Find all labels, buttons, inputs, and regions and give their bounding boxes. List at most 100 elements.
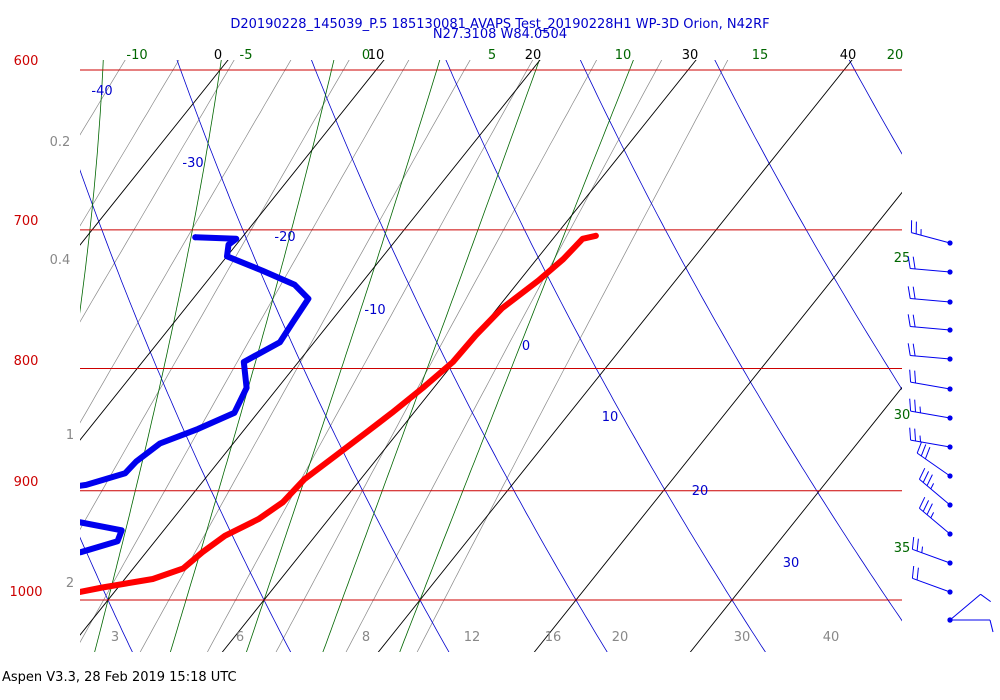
isotherm-top-label: 10 xyxy=(368,48,385,63)
wind-barb xyxy=(918,467,953,508)
mixing-ratio-line xyxy=(0,0,11,660)
mixing-ratio-label: 0.4 xyxy=(50,253,71,268)
moist-adiabat-top-label: 15 xyxy=(752,48,769,63)
temperature-profile-line xyxy=(80,232,599,595)
dry-adiabat-line xyxy=(80,536,133,652)
dry-adiabat-label: 20 xyxy=(692,484,709,499)
moist-adiabat-right-label: 25 xyxy=(894,251,911,266)
mixing-ratio-bottom-label: 3 xyxy=(111,630,119,645)
wind-barb xyxy=(911,565,953,595)
isotherm-line xyxy=(80,60,385,441)
pressure-tick-label: 1000 xyxy=(9,585,42,600)
moist-adiabat-top-label: 0 xyxy=(362,48,370,63)
isotherm-top-label: 40 xyxy=(840,48,857,63)
wind-barb xyxy=(909,398,953,421)
isotherm-line xyxy=(533,191,902,652)
mixing-ratio-bottom-label: 20 xyxy=(612,630,629,645)
dry-adiabat-label: -40 xyxy=(91,84,112,99)
dry-adiabat-label: 30 xyxy=(783,556,800,571)
dry-adiabat-line xyxy=(714,60,902,391)
dry-adiabat-label: 10 xyxy=(602,410,619,425)
wind-barb xyxy=(911,536,953,566)
mixing-ratio-line xyxy=(416,60,729,652)
dewpoint-top-point xyxy=(192,234,199,241)
mixing-ratio-line xyxy=(80,60,235,323)
wind-barb xyxy=(909,369,953,392)
mixing-ratio-bottom-label: 8 xyxy=(362,630,370,645)
isotherm-line xyxy=(689,386,902,652)
mixing-ratio-bottom-label: 40 xyxy=(823,630,840,645)
sounding-profiles xyxy=(80,232,599,595)
pressure-tick-label: 800 xyxy=(14,354,39,369)
footer-version: Aspen V3.3, 28 Feb 2019 15:18 UTC xyxy=(2,670,237,685)
grid-lines xyxy=(0,0,1000,660)
wind-barbs xyxy=(907,220,994,633)
isotherm-top-label: 30 xyxy=(682,48,699,63)
moist-adiabat-line xyxy=(322,60,540,652)
mixing-ratio-line xyxy=(207,60,534,652)
moist-adiabat-top-label: -10 xyxy=(126,48,147,63)
pressure-tick-label: 900 xyxy=(14,475,39,490)
moist-adiabat-line xyxy=(399,60,634,652)
dry-adiabat-line xyxy=(80,169,292,652)
dry-adiabat-line xyxy=(311,60,608,652)
moist-adiabat-top-label: 5 xyxy=(488,48,496,63)
wind-barb xyxy=(909,427,953,450)
moist-adiabat-top-label: -5 xyxy=(240,48,253,63)
wind-barb xyxy=(947,617,994,633)
moist-adiabat-right-label: 30 xyxy=(894,408,911,423)
dry-adiabat-label: -20 xyxy=(274,230,295,245)
isotherm-top-label: 0 xyxy=(214,48,222,63)
mixing-ratio-line xyxy=(345,60,663,652)
wind-barb xyxy=(918,496,953,537)
isotherm-line xyxy=(80,60,229,246)
dry-adiabat-line xyxy=(445,60,766,652)
mixing-ratio-label: 1 xyxy=(66,428,74,443)
mixing-ratio-line xyxy=(80,60,126,136)
dry-adiabat-line xyxy=(949,0,1000,660)
mixing-ratio-line xyxy=(80,60,350,531)
moist-adiabat-line xyxy=(169,60,335,652)
pressure-tick-label: 600 xyxy=(14,54,39,69)
moist-adiabat-line xyxy=(246,60,441,652)
moist-adiabat-right-label: 35 xyxy=(894,541,911,556)
wind-barb xyxy=(916,441,953,479)
mixing-ratio-line xyxy=(80,60,410,644)
wind-barb xyxy=(907,314,953,333)
dry-adiabat-label: 0 xyxy=(522,339,530,354)
mixing-ratio-line xyxy=(80,60,292,424)
moist-adiabat-top-label: 20 xyxy=(887,48,904,63)
dry-adiabat-line xyxy=(579,60,902,622)
pressure-tick-label: 700 xyxy=(14,214,39,229)
mixing-ratio-bottom-label: 30 xyxy=(734,630,751,645)
mixing-ratio-bottom-label: 12 xyxy=(464,630,481,645)
mixing-ratio-label: 2 xyxy=(66,576,74,591)
chart-title: D20190228_145039_P.5 185130081 AVAPS Tes… xyxy=(230,17,770,32)
mixing-ratio-line xyxy=(139,60,471,652)
isotherm-line xyxy=(377,60,853,652)
moist-adiabat-top-label: 10 xyxy=(615,48,632,63)
dry-adiabat-line xyxy=(176,60,450,652)
mixing-ratio-line xyxy=(80,60,180,227)
isobar-lines xyxy=(80,69,902,601)
wind-barb xyxy=(907,256,953,275)
dry-adiabat-label: -10 xyxy=(364,303,385,318)
moist-adiabat-line xyxy=(94,60,222,652)
mixing-ratio-bottom-label: 6 xyxy=(236,630,244,645)
mixing-ratio-label: 0.2 xyxy=(50,135,71,150)
wind-barb xyxy=(907,343,953,362)
mixing-ratio-line xyxy=(275,60,598,652)
isotherm-top-label: 20 xyxy=(525,48,542,63)
dewpoint-profile-line xyxy=(80,234,312,556)
isotherm-line xyxy=(80,60,541,636)
mixing-ratio-line xyxy=(0,0,60,660)
dry-adiabat-line xyxy=(848,60,902,155)
mixing-ratio-bottom-label: 16 xyxy=(545,630,562,645)
mixing-ratio-line xyxy=(0,0,110,660)
wind-barb xyxy=(907,286,953,305)
isotherm-line xyxy=(0,0,121,660)
chart-subtitle: N27.3108 W84.0504 xyxy=(432,27,568,42)
moist-adiabat-line xyxy=(80,60,104,314)
